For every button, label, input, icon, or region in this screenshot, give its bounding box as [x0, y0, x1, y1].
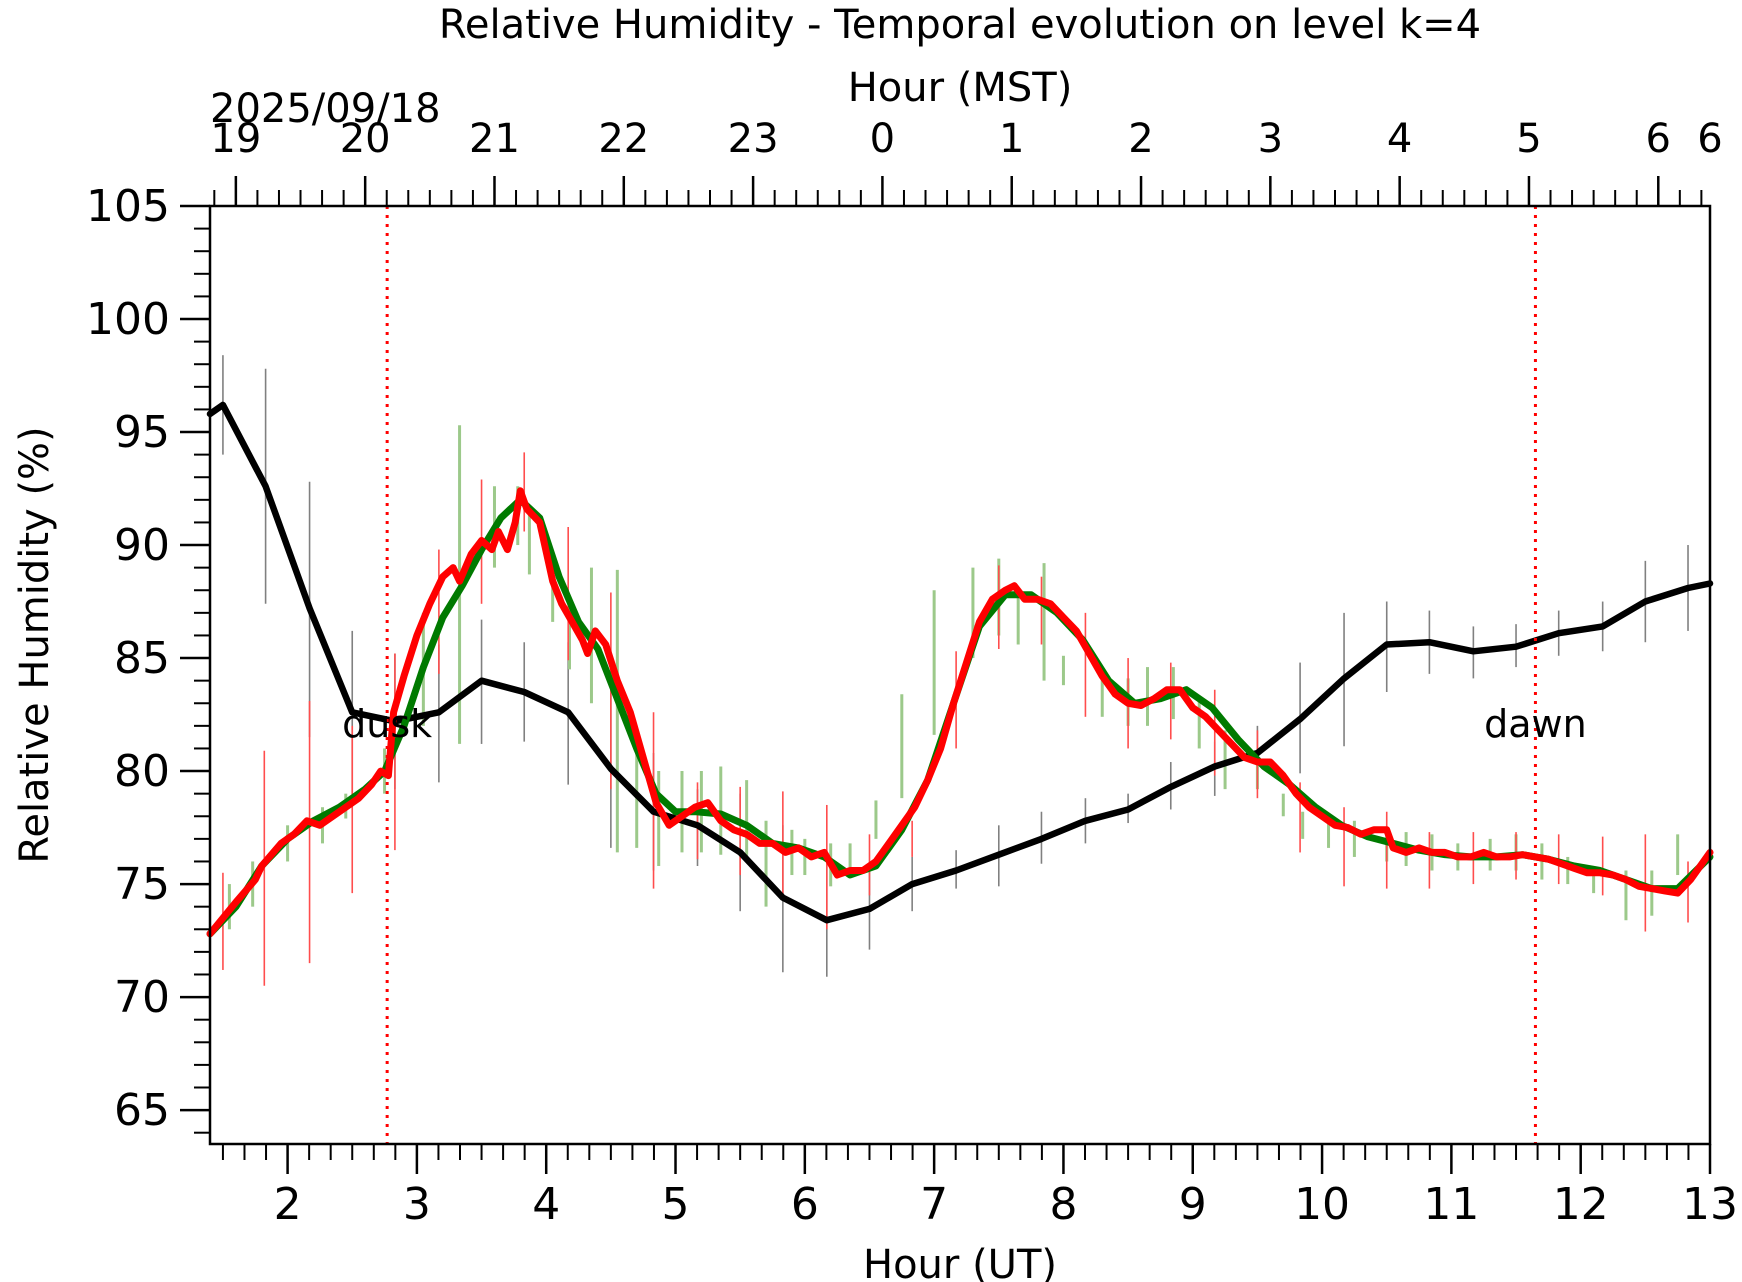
y-tick-label: 70: [114, 972, 170, 1023]
x-tick-label: 6: [791, 1179, 819, 1230]
black-series-line: [206, 401, 1714, 924]
top-tick-label: 20: [340, 116, 391, 162]
top-tick-label: 23: [728, 116, 779, 162]
x-tick-label: 5: [662, 1179, 690, 1230]
y-tick-label: 95: [114, 407, 170, 458]
y-tick-label: 65: [114, 1085, 170, 1136]
top-tick-label: 1: [999, 116, 1024, 162]
top-tick-label: 5: [1516, 116, 1541, 162]
y-tick-label: 105: [86, 181, 170, 232]
chart-title: Relative Humidity - Temporal evolution o…: [439, 2, 1481, 48]
x-axis-label: Hour (UT): [863, 1242, 1057, 1282]
y-tick-label: 85: [114, 633, 170, 684]
x-tick-label: 4: [532, 1179, 560, 1230]
top-tick-label: 22: [598, 116, 649, 162]
top-tick-label: 4: [1387, 116, 1412, 162]
top-axis-label: Hour (MST): [848, 65, 1073, 111]
x-tick-label: 8: [1049, 1179, 1077, 1230]
top-tick-label: 19: [210, 116, 261, 162]
y-tick-label: 90: [114, 520, 170, 571]
x-tick-label: 13: [1682, 1179, 1738, 1230]
x-tick-label: 7: [920, 1179, 948, 1230]
top-tick-label: 0: [870, 116, 895, 162]
top-tick-label: 6: [1646, 116, 1671, 162]
dusk-dawn-markers: dusk dawn: [342, 206, 1587, 1144]
top-tick-label: 21: [469, 116, 520, 162]
y-tick-label: 75: [114, 859, 170, 910]
y-axis-label: Relative Humidity (%): [12, 426, 58, 863]
x-tick-label: 10: [1294, 1179, 1350, 1230]
y-tick-label: 100: [86, 294, 170, 345]
y-tick-label: 80: [114, 746, 170, 797]
dawn-label: dawn: [1484, 702, 1587, 746]
x-tick-label: 3: [403, 1179, 431, 1230]
x-tick-label: 2: [274, 1179, 302, 1230]
top-tick-label: 6: [1697, 116, 1722, 162]
top-tick-label: 2: [1128, 116, 1153, 162]
error-bars: [222, 355, 1689, 986]
date-label: 2025/09/18: [210, 86, 441, 132]
x-tick-label: 11: [1423, 1179, 1479, 1230]
dusk-label: dusk: [342, 702, 432, 746]
top-tick-label: 3: [1258, 116, 1283, 162]
x-tick-label: 12: [1553, 1179, 1609, 1230]
red-series-line: [206, 487, 1714, 938]
x-tick-label: 9: [1179, 1179, 1207, 1230]
plot-frame: [208, 204, 1712, 1146]
series-lines: [206, 401, 1714, 938]
plot-axes: [208, 204, 1712, 1146]
